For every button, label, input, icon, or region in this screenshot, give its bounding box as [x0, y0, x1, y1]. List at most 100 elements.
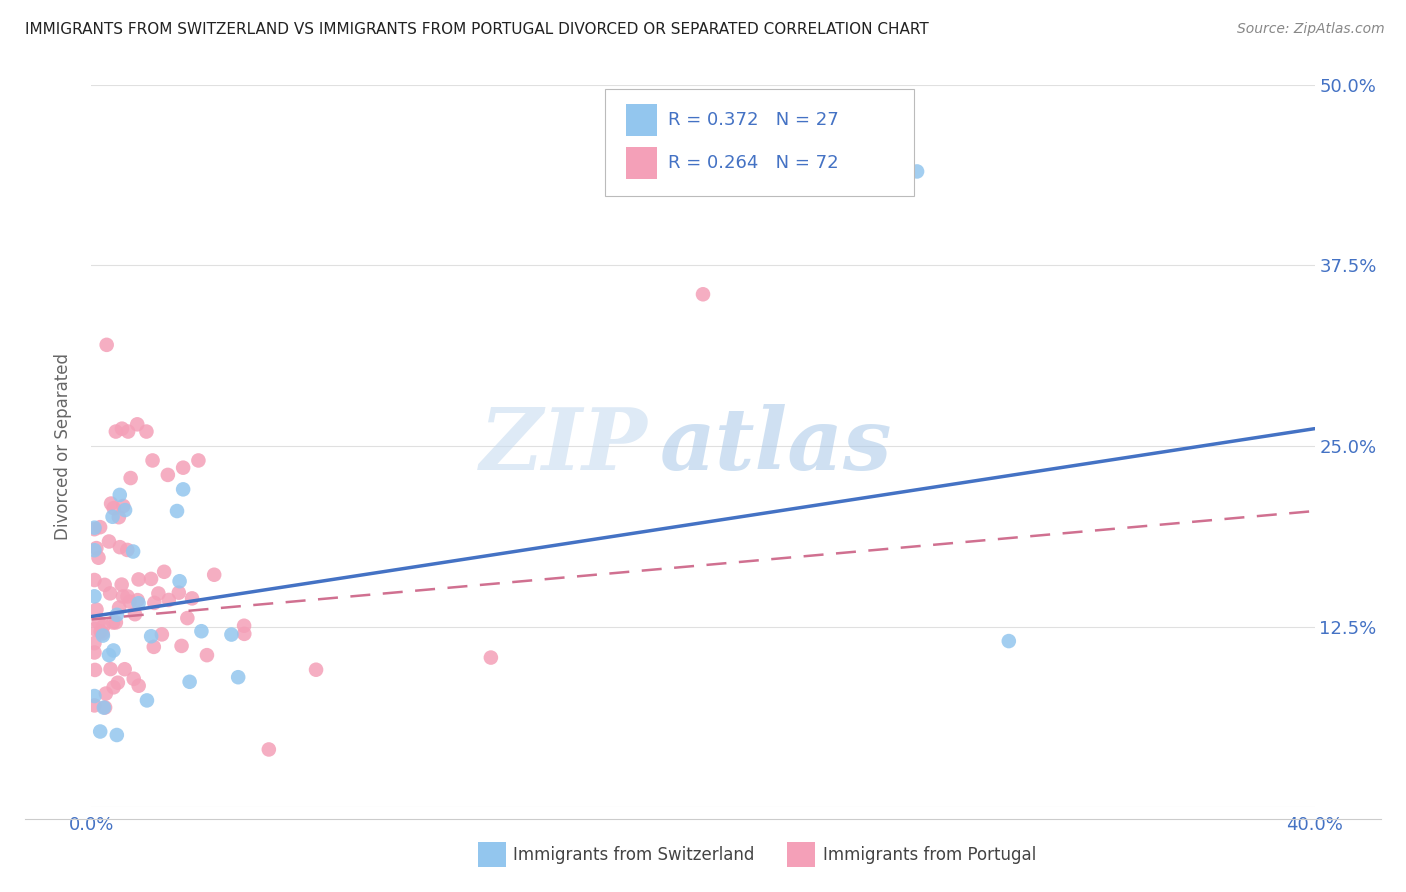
Point — [127, 593, 149, 607]
Point — [83, 645, 105, 659]
Point — [100, 662, 122, 676]
Point — [148, 586, 170, 600]
Point — [96, 338, 118, 352]
Point — [118, 594, 141, 608]
Point — [170, 639, 193, 653]
Point — [692, 287, 714, 301]
Point — [156, 467, 179, 482]
Point — [83, 698, 105, 713]
Point — [117, 543, 139, 558]
Point — [83, 543, 105, 558]
Point — [998, 634, 1021, 648]
Point — [94, 687, 117, 701]
Point — [128, 573, 150, 587]
Point — [86, 541, 108, 555]
Point — [153, 565, 176, 579]
Text: IMMIGRANTS FROM SWITZERLAND VS IMMIGRANTS FROM PORTUGAL DIVORCED OR SEPARATED CO: IMMIGRANTS FROM SWITZERLAND VS IMMIGRANT… — [25, 22, 929, 37]
Point — [172, 460, 194, 475]
Point — [84, 663, 107, 677]
Point — [157, 593, 180, 607]
Point — [305, 663, 328, 677]
Point — [135, 425, 157, 439]
Point — [124, 607, 146, 622]
Point — [90, 624, 112, 639]
Point — [104, 615, 127, 630]
Point — [202, 567, 225, 582]
Point — [187, 453, 209, 467]
Point — [120, 471, 142, 485]
Point — [103, 643, 125, 657]
Point — [101, 509, 124, 524]
Point — [128, 596, 150, 610]
Point — [108, 600, 131, 615]
Point — [83, 573, 105, 587]
Text: Immigrants from Switzerland: Immigrants from Switzerland — [513, 846, 755, 863]
Point — [226, 670, 249, 684]
Point — [103, 501, 125, 516]
Text: R = 0.264   N = 72: R = 0.264 N = 72 — [668, 154, 838, 172]
Text: R = 0.372   N = 27: R = 0.372 N = 27 — [668, 112, 838, 129]
Point — [179, 674, 201, 689]
Point — [139, 629, 162, 643]
Point — [114, 503, 136, 517]
Point — [111, 590, 134, 604]
Point — [257, 742, 280, 756]
Point — [94, 700, 117, 714]
Point — [181, 591, 204, 606]
Point — [233, 627, 256, 641]
Text: ZIP: ZIP — [479, 404, 648, 488]
Point — [98, 586, 121, 600]
Point — [112, 499, 135, 513]
Text: Immigrants from Portugal: Immigrants from Portugal — [823, 846, 1036, 863]
Point — [89, 520, 111, 534]
Text: atlas: atlas — [661, 404, 893, 488]
Point — [83, 521, 105, 535]
Point — [83, 622, 105, 636]
Point — [107, 675, 129, 690]
Point — [117, 590, 139, 604]
Point — [91, 629, 114, 643]
Point — [87, 615, 110, 630]
Point — [150, 627, 173, 641]
Point — [127, 417, 149, 432]
Point — [111, 422, 134, 436]
Point — [93, 700, 115, 714]
Point — [100, 497, 122, 511]
Point — [233, 618, 256, 632]
Point — [98, 648, 121, 662]
Point — [83, 590, 105, 604]
Point — [190, 624, 212, 639]
Point — [117, 425, 139, 439]
Point — [128, 679, 150, 693]
Point — [83, 636, 105, 650]
Point — [103, 681, 125, 695]
Point — [122, 544, 145, 558]
Point — [98, 534, 121, 549]
Point — [122, 672, 145, 686]
Point — [91, 626, 114, 640]
Point — [105, 728, 128, 742]
Point — [169, 574, 191, 589]
Point — [108, 488, 131, 502]
Point — [136, 693, 159, 707]
Point — [172, 483, 194, 497]
Text: Source: ZipAtlas.com: Source: ZipAtlas.com — [1237, 22, 1385, 37]
Point — [108, 540, 131, 554]
Point — [142, 640, 165, 654]
Point — [176, 611, 198, 625]
Point — [143, 596, 166, 610]
Point — [905, 164, 928, 178]
Point — [86, 602, 108, 616]
Point — [167, 585, 190, 599]
Point — [195, 648, 218, 662]
Point — [166, 504, 188, 518]
Point — [83, 689, 105, 703]
Point — [87, 550, 110, 565]
Point — [104, 425, 127, 439]
Point — [141, 453, 163, 467]
Point — [139, 572, 162, 586]
Point — [114, 662, 136, 676]
Point — [83, 522, 105, 536]
Point — [108, 510, 131, 524]
Point — [89, 724, 111, 739]
